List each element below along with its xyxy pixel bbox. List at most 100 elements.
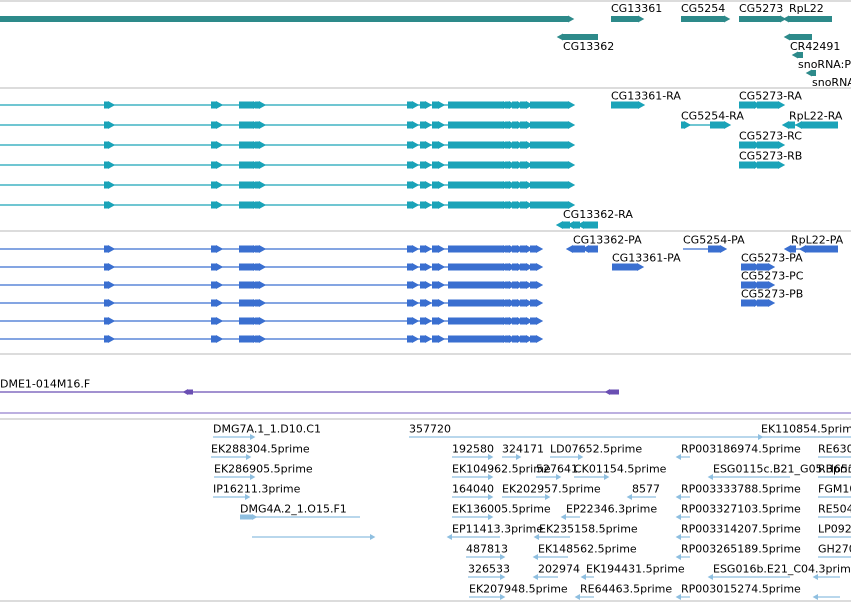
feature-ests[interactable]: 8577 [626, 483, 660, 501]
feature-ests[interactable]: 357720 [409, 423, 764, 441]
feature-proteins[interactable]: CG5273-PC [741, 270, 804, 290]
feature-proteins[interactable]: CG13362-PA [565, 234, 642, 254]
strand-arrow-icon [425, 101, 433, 109]
feature-genes[interactable]: CG5273 [739, 2, 787, 23]
feature-ests[interactable]: EK207948.5prime [469, 583, 568, 601]
feature-ests[interactable]: 192580 [452, 443, 494, 461]
feature-proteins[interactable]: RpL22-PA [783, 234, 844, 254]
feature-ests[interactable]: RP003333788.5prime [675, 483, 801, 501]
feature-ests[interactable]: EK104962.5prime [452, 463, 551, 481]
feature-ests[interactable]: RP003186974.5prime [675, 443, 801, 461]
feature-ests[interactable]: ESG016b.E21_C04.3prime [707, 563, 851, 581]
feature-transcripts[interactable] [0, 121, 576, 129]
strand-arrow-icon [720, 245, 728, 253]
feature-ests[interactable]: EK194431.5prime [580, 563, 685, 581]
feature-genes[interactable]: CG13362 [556, 33, 615, 54]
feature-genes[interactable]: snoRNA:Psi28S-1192 [805, 69, 851, 90]
feature-transcripts[interactable]: CG5273-RC [739, 130, 802, 150]
feature-ests[interactable]: EP22346.3prime [560, 503, 658, 521]
feature-ests[interactable]: RP003327103.5prime [675, 503, 801, 521]
feature-ests[interactable]: EK202957.5prime [502, 483, 601, 501]
exon-block [432, 201, 438, 209]
feature-genes[interactable]: CR42491 [783, 33, 841, 54]
feature-ests[interactable]: 527641 [536, 463, 578, 481]
feature-genes[interactable]: snoRNA:Psi28S-1153 [791, 51, 851, 72]
feature-ests[interactable]: EP11413.3prime [446, 523, 544, 541]
feature-proteins[interactable] [0, 245, 544, 253]
feature-ests[interactable]: RP003314207.5prime [675, 523, 801, 541]
feature-ests[interactable]: EK148562.5prime [532, 543, 637, 561]
feature-genes[interactable]: CG13361 [611, 2, 662, 23]
exon-block [530, 141, 568, 149]
feature-ests[interactable]: IP16211.3prime [213, 483, 301, 501]
strand-arrow-icon [536, 245, 544, 253]
feature-ests[interactable]: 164040 [452, 483, 494, 501]
feature-transcripts[interactable]: RpL22-RA [781, 110, 843, 130]
feature-transcripts[interactable] [0, 181, 576, 189]
strand-arrow-icon [532, 554, 538, 560]
feature-genes[interactable] [0, 15, 575, 23]
feature-ests[interactable]: RE63011.5prime [818, 443, 851, 461]
feature-ests[interactable] [812, 594, 840, 600]
feature-label: RP003314207.5prime [681, 523, 801, 536]
feature-ests[interactable]: EK235158.5prime [533, 523, 638, 541]
strand-arrow-icon [259, 101, 267, 109]
feature-transcripts[interactable]: CG13362-RA [555, 208, 634, 229]
feature-ests[interactable]: RE50402.5prime [818, 503, 851, 521]
feature-ests[interactable]: GH27014.5prime [818, 543, 851, 561]
feature-ests[interactable]: 202974 [532, 563, 580, 581]
feature-ests[interactable]: RP003265189.5prime [675, 543, 801, 561]
exon-block [512, 245, 517, 253]
strand-arrow-icon [565, 245, 573, 253]
feature-label: IP16211.3prime [213, 483, 301, 496]
feature-ests[interactable]: RP003015274.5prime [675, 583, 801, 601]
exon-block [420, 317, 425, 325]
feature-proteins[interactable]: CG5254-PA [683, 234, 745, 254]
exon-block [530, 181, 568, 189]
feature-proteins[interactable]: CG13361-PA [612, 252, 681, 272]
feature-label: RpL22 [789, 2, 824, 15]
feature-ests[interactable]: DMG7A.1_1.D10.C1 [213, 423, 321, 441]
feature-genes[interactable]: RpL22 [782, 2, 832, 23]
feature-ests[interactable]: LD07652.5prime [550, 443, 642, 461]
feature-transcripts[interactable] [0, 161, 576, 169]
feature-transcripts[interactable] [0, 201, 576, 209]
feature-proteins[interactable] [0, 317, 544, 325]
feature-proteins[interactable] [0, 335, 544, 343]
strand-arrow-icon [675, 514, 681, 520]
feature-ests[interactable]: RH65143.5prime [818, 463, 851, 481]
feature-ests[interactable]: RE64463.5prime [574, 583, 673, 601]
feature-transcripts[interactable]: CG13361-RA [611, 90, 681, 110]
feature-ests[interactable]: EK288304.5prime [211, 443, 310, 461]
feature-ests[interactable]: ESG0115c.B21_G05.3prime [707, 463, 851, 481]
feature-proteins[interactable] [0, 281, 544, 289]
feature-ests[interactable]: 487813 [466, 543, 508, 561]
feature-transcripts[interactable]: CG5273-RA [739, 90, 802, 110]
feature-proteins[interactable]: CG5273-PA [741, 252, 803, 272]
feature-label: 202974 [538, 563, 580, 576]
exon-block [512, 299, 517, 307]
feature-genes[interactable]: CG5254 [681, 2, 731, 23]
feature-ests[interactable] [252, 534, 376, 540]
feature-proteins[interactable]: CG5273-PB [741, 288, 803, 308]
strand-arrow-icon [536, 263, 544, 271]
feature-ests[interactable]: CK01154.5prime [574, 463, 667, 481]
feature-ests[interactable]: 324171 [502, 443, 544, 461]
feature-ests[interactable]: LP09284.5prime [818, 523, 851, 541]
feature-transcripts[interactable] [0, 141, 576, 149]
feature-clones[interactable]: DME1-014M16.F [0, 378, 619, 396]
feature-transcripts[interactable]: CG5254-RA [681, 110, 744, 130]
feature-ests[interactable]: EK110854.5prime [761, 423, 851, 441]
feature-ests[interactable] [812, 574, 840, 580]
feature-transcripts[interactable]: CG5273-RB [739, 150, 802, 170]
feature-ests[interactable]: EK136005.5prime [452, 503, 551, 521]
feature-proteins[interactable] [0, 299, 544, 307]
feature-ests[interactable]: FGM10135.5prime [818, 483, 851, 501]
feature-transcripts[interactable] [0, 101, 576, 109]
feature-proteins[interactable] [0, 263, 544, 271]
feature-ests[interactable]: 326533 [468, 563, 510, 581]
feature-ests[interactable]: DMG4A.2_1.O15.F1 [240, 503, 360, 521]
exon-block [432, 281, 438, 289]
feature-ests[interactable]: EK286905.5prime [214, 463, 313, 481]
